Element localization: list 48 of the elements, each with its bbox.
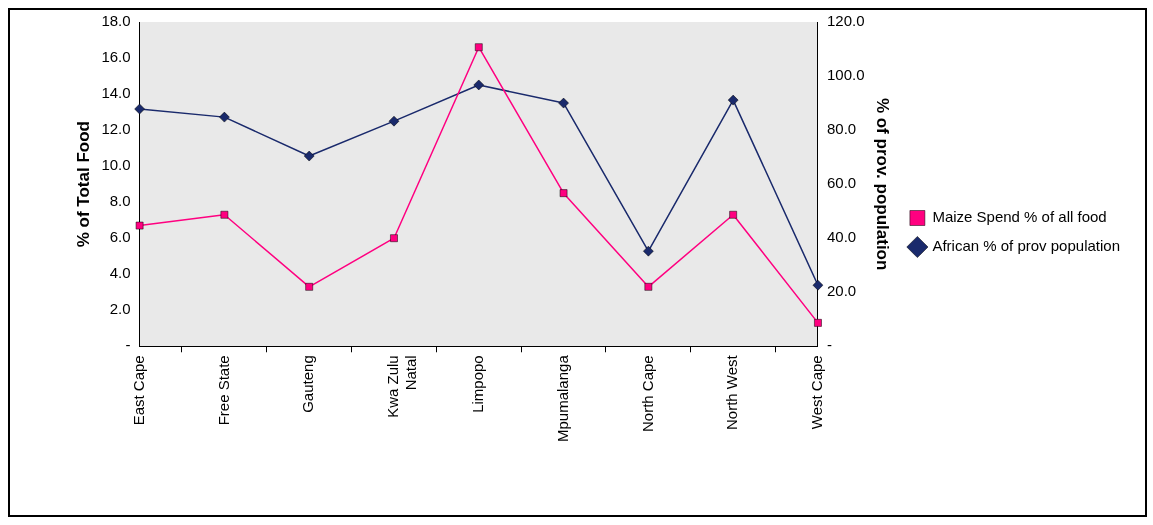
point	[473, 79, 485, 91]
x-tick-label: Kwa Zulu Natal	[384, 355, 420, 418]
point	[388, 115, 400, 127]
y2-tick-label: 40.0	[826, 228, 857, 246]
y-tick-label: 14.0	[101, 84, 131, 102]
y-tick-label: 10.0	[101, 156, 131, 174]
y2-axis-title: % of prov. population	[873, 97, 892, 271]
point	[303, 150, 315, 162]
y2-tick-label: 20.0	[826, 282, 857, 300]
y-tick-label: 8.0	[109, 192, 131, 210]
point	[559, 189, 568, 197]
point	[474, 43, 483, 52]
point	[390, 234, 398, 242]
x-tick-label: Free State	[214, 355, 232, 426]
point	[305, 283, 313, 291]
x-tick-label: North West	[723, 354, 741, 431]
y-axis-title: % of Total Food	[73, 121, 93, 248]
legend-label: Maize Spend % of all food	[932, 208, 1107, 226]
point	[644, 283, 653, 291]
point	[814, 319, 822, 327]
y2-tick-label: 80.0	[826, 120, 857, 138]
point	[729, 210, 737, 219]
x-tick-label: West Cape	[808, 355, 826, 430]
y-tick-label: 2.0	[109, 300, 131, 318]
point	[220, 210, 229, 219]
y-tick-label: -	[125, 336, 131, 354]
point	[558, 97, 569, 109]
x-tick-label: North Cape	[638, 355, 656, 432]
y2-tick-label: -	[826, 336, 832, 354]
y-tick-label: 16.0	[101, 48, 131, 66]
y-tick-label: 6.0	[109, 228, 131, 246]
y2-tick-label: 100.0	[826, 66, 865, 84]
y-tick-label: 4.0	[109, 264, 131, 282]
x-tick-label: Limpopo	[468, 355, 486, 413]
point	[135, 221, 144, 230]
x-tick-label: Mpumalanga	[553, 354, 571, 442]
y2-tick-label: 60.0	[826, 174, 857, 192]
point	[643, 245, 654, 257]
y-tick-label: 12.0	[101, 120, 131, 138]
point	[812, 279, 824, 291]
point	[134, 103, 145, 115]
x-tick-label: Gauteng	[299, 355, 317, 413]
legend-label: African % of prov population	[932, 237, 1121, 255]
x-tick-label: East Cape	[129, 355, 147, 426]
y2-tick-label: 120.0	[826, 12, 865, 30]
y-tick-label: 18.0	[101, 12, 131, 30]
point	[727, 94, 739, 106]
point	[219, 111, 230, 123]
